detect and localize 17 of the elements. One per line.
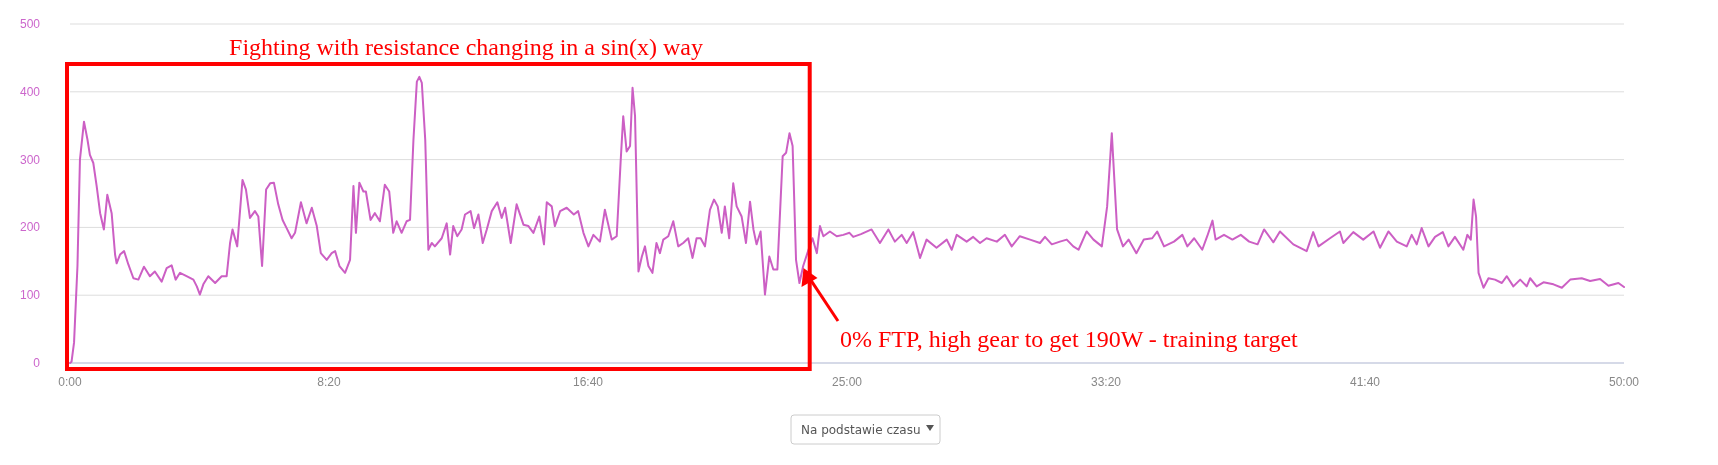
x-tick-label: 50:00 — [1608, 375, 1640, 389]
y-tick-label: 500 — [19, 17, 41, 31]
annotation: 0% FTP, high gear to get 190W - training target — [840, 326, 1299, 352]
y-tick-label: 300 — [19, 152, 41, 167]
x-tick-label: 33:20 — [1090, 375, 1122, 389]
dropdown-field: Na podstawie czasu — [790, 414, 941, 445]
y-tick-label: 100 — [19, 288, 41, 303]
y-tick-label: 400 — [19, 84, 41, 99]
x-tick-label: 41:40 — [1349, 375, 1381, 389]
x-tick-label: 25:00 — [831, 375, 863, 389]
x-tick-label: 8:20 — [317, 375, 341, 389]
line-series — [69, 75, 1625, 364]
annotation: Fighting with resistance changing in a sin(x) way — [229, 34, 703, 60]
x-tick-label: 0:00 — [58, 375, 82, 389]
x-tick-label: 16:40 — [572, 375, 604, 389]
y-tick-label: 200 — [19, 220, 41, 235]
y-tick-label: 0 — [33, 356, 41, 370]
